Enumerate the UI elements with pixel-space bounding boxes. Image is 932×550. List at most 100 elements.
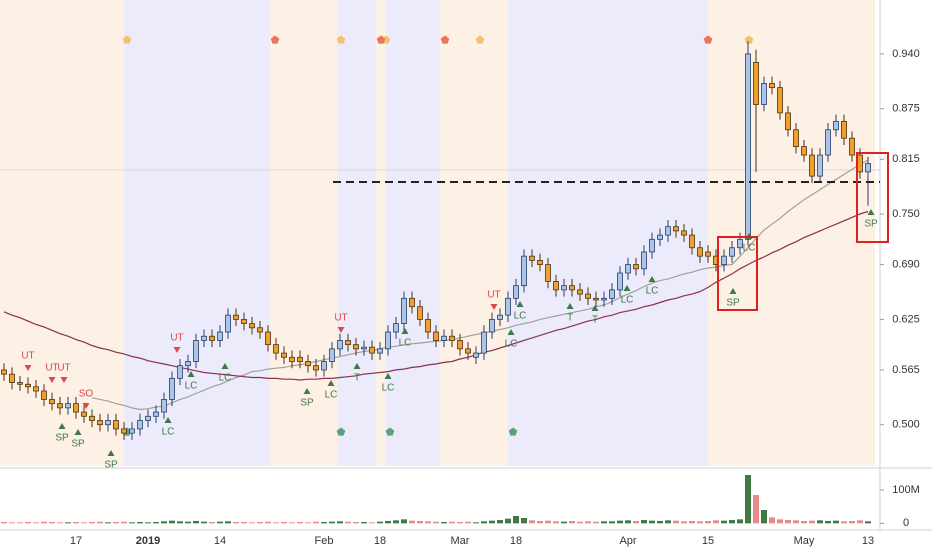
session-bands: [0, 0, 875, 466]
volume-bar: [705, 521, 711, 524]
y-tick-label: 0.750: [892, 208, 920, 220]
signal-label: LC: [382, 383, 395, 394]
candle-body: [329, 348, 335, 362]
candle-body: [561, 285, 567, 291]
signal-icon: [376, 35, 386, 44]
candle-body: [105, 420, 111, 426]
candle-body: [1, 369, 7, 375]
signal-marker: [401, 328, 409, 334]
candle-body: [89, 415, 95, 421]
volume-bar: [521, 518, 527, 524]
signal-label: LC: [621, 295, 634, 306]
signal-label: LC: [399, 338, 412, 349]
x-tick-label: 18: [374, 535, 386, 547]
volume-bar: [137, 522, 143, 524]
signal-marker: [74, 429, 82, 435]
moving-average: [3, 210, 869, 381]
signal-label: UT: [170, 333, 183, 344]
volume-bar: [649, 520, 655, 524]
candle-body: [617, 272, 623, 291]
candle-body: [321, 361, 327, 371]
volume-bar: [697, 521, 703, 524]
signal-icon: [475, 35, 485, 44]
candle-body: [145, 415, 151, 421]
volume-bar: [537, 521, 543, 524]
candle-body: [849, 137, 855, 156]
candle-body: [289, 356, 295, 362]
candle-body: [161, 399, 167, 413]
volume-bar: [337, 521, 343, 524]
candle-body: [137, 420, 143, 430]
candle-body: [385, 331, 391, 350]
signal-label: SP: [864, 219, 878, 230]
candle-body: [569, 285, 575, 291]
candle-body: [545, 264, 551, 282]
signal-marker: [303, 388, 311, 394]
signal-label: LC: [325, 390, 338, 401]
signal-label: SO: [79, 389, 94, 400]
candle-body: [121, 428, 127, 434]
candle-body: [641, 251, 647, 270]
candle-body: [673, 226, 679, 232]
candle-body: [737, 238, 743, 249]
candle-body: [73, 403, 79, 413]
signal-icon: [122, 35, 132, 44]
signal-marker: [591, 305, 599, 311]
candle-body: [793, 129, 799, 148]
signal-marker: [173, 347, 181, 353]
volume-bar: [113, 522, 119, 524]
signal-marker: [516, 301, 524, 307]
highlight-box: [717, 236, 758, 311]
candle-body: [249, 323, 255, 329]
signal-icon: [385, 427, 395, 436]
candle-body: [441, 335, 447, 341]
candle-body: [273, 344, 279, 354]
volume-bar: [849, 521, 855, 524]
candle-body: [361, 346, 367, 350]
volume-bar: [273, 522, 279, 524]
candle-body: [481, 331, 487, 354]
volume-bar: [265, 521, 271, 524]
volume-bar: [817, 520, 823, 524]
candle-body: [233, 314, 239, 320]
band: [440, 0, 508, 466]
candle-body: [721, 255, 727, 266]
band: [337, 0, 376, 466]
candle-body: [505, 297, 511, 316]
candle-body: [449, 335, 455, 341]
candle-body: [817, 154, 823, 177]
signal-icon: [508, 427, 518, 436]
volume-bar: [609, 521, 615, 524]
volume-bar: [785, 520, 791, 524]
volume-bar: [9, 522, 15, 524]
candle-body: [225, 314, 231, 333]
volume-bar: [57, 522, 63, 524]
volume-bar: [289, 522, 295, 524]
candle-body: [761, 83, 767, 105]
candle-body: [601, 297, 607, 301]
signal-marker: [648, 276, 656, 282]
candle-body: [665, 226, 671, 236]
candle-body: [553, 281, 559, 291]
volume-bar: [209, 522, 215, 524]
signal-label: SP: [71, 439, 85, 450]
candle-body: [857, 154, 863, 173]
candle-body: [369, 346, 375, 354]
volume-bar: [33, 522, 39, 524]
moving-average: [91, 159, 869, 411]
volume-bar: [561, 521, 567, 524]
volume-bar: [41, 521, 47, 524]
candle-body: [17, 382, 23, 385]
candle-body: [745, 53, 751, 240]
signal-marker: [729, 288, 737, 294]
signal-icon: [703, 35, 713, 44]
volume-bar: [257, 522, 263, 524]
candle-body: [577, 289, 583, 295]
signal-label: UT: [487, 290, 500, 301]
volume-bar: [497, 520, 503, 524]
volume-bar: [345, 521, 351, 524]
candle-body: [785, 112, 791, 131]
candle-body: [377, 348, 383, 354]
signal-marker: [187, 371, 195, 377]
signal-label: LC: [185, 381, 198, 392]
